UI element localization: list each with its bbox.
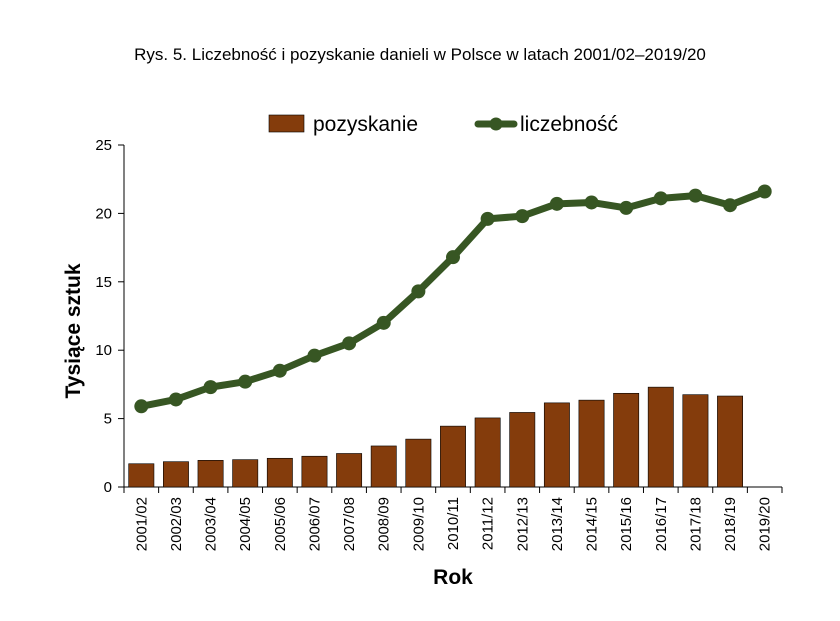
y-tick-label: 0 bbox=[104, 479, 112, 496]
x-tick-label: 2007/08 bbox=[341, 497, 358, 551]
bar bbox=[197, 460, 224, 488]
data-point bbox=[515, 209, 530, 224]
data-point bbox=[653, 191, 668, 206]
x-tick-label: 2017/18 bbox=[687, 497, 704, 551]
x-tick-label: 2001/02 bbox=[133, 497, 150, 551]
x-axis-title: Rok bbox=[433, 566, 473, 589]
x-tick-label: 2019/20 bbox=[757, 497, 774, 551]
data-point bbox=[757, 184, 772, 199]
x-tick-label: 2003/04 bbox=[203, 497, 220, 551]
x-tick-label: 2018/19 bbox=[722, 497, 739, 551]
data-point bbox=[272, 363, 287, 378]
data-point bbox=[584, 195, 599, 210]
data-point bbox=[238, 374, 253, 389]
x-tick-label: 2005/06 bbox=[272, 497, 289, 551]
data-point bbox=[342, 336, 357, 351]
bar bbox=[370, 445, 397, 488]
x-tick-label: 2015/16 bbox=[618, 497, 635, 551]
x-tick-label: 2010/11 bbox=[445, 497, 462, 550]
data-point bbox=[307, 348, 322, 363]
data-point bbox=[411, 284, 426, 299]
bar bbox=[336, 453, 363, 488]
bar bbox=[232, 459, 259, 488]
bar bbox=[301, 455, 328, 488]
bar bbox=[163, 461, 189, 488]
bar bbox=[578, 399, 605, 488]
data-point bbox=[480, 211, 495, 226]
series-line bbox=[137, 188, 769, 410]
y-tick-label: 5 bbox=[104, 411, 112, 428]
data-point bbox=[723, 198, 738, 213]
x-tick-label: 2002/03 bbox=[168, 497, 185, 551]
legend-swatch-bars bbox=[268, 114, 305, 133]
legend-label-line: liczebność bbox=[520, 113, 618, 136]
line-series bbox=[134, 184, 772, 414]
x-tick-label: 2011/12 bbox=[480, 497, 497, 550]
data-point bbox=[203, 380, 218, 395]
bar bbox=[266, 457, 293, 488]
data-point bbox=[446, 250, 460, 265]
bar bbox=[543, 402, 570, 488]
bar bbox=[682, 394, 709, 488]
y-axis-title: Tysiące sztuk bbox=[62, 263, 85, 398]
bar bbox=[440, 425, 466, 488]
bar bbox=[474, 417, 501, 488]
bar bbox=[647, 386, 674, 488]
y-tick-label: 20 bbox=[95, 205, 112, 222]
data-point bbox=[168, 392, 183, 407]
y-tick-label: 25 bbox=[95, 137, 112, 154]
x-tick-label: 2004/05 bbox=[237, 497, 254, 551]
y-tick-label: 10 bbox=[95, 342, 112, 359]
x-tick-label: 2013/14 bbox=[549, 497, 566, 551]
bar bbox=[613, 392, 640, 488]
bar-series bbox=[128, 386, 743, 488]
bar bbox=[717, 395, 743, 488]
legend: pozyskanie liczebność bbox=[268, 113, 618, 136]
data-point bbox=[549, 196, 564, 211]
data-point bbox=[376, 315, 391, 330]
bar bbox=[509, 412, 536, 488]
data-point bbox=[134, 399, 149, 414]
chart-title: Rys. 5. Liczebność i pozyskanie danieli … bbox=[134, 45, 706, 64]
data-point bbox=[688, 188, 703, 203]
y-tick-label: 15 bbox=[95, 274, 112, 291]
legend-swatch-marker bbox=[489, 117, 503, 131]
bar bbox=[405, 438, 432, 488]
bar bbox=[128, 463, 155, 488]
x-tick-label: 2008/09 bbox=[376, 497, 393, 551]
x-tick-label: 2014/15 bbox=[584, 497, 601, 551]
data-point bbox=[619, 200, 634, 215]
x-tick-label: 2009/10 bbox=[410, 497, 427, 551]
x-tick-label: 2016/17 bbox=[653, 497, 670, 551]
x-axis: 2001/02 2002/03 2003/04 2004/05 2005/06 2006/… bbox=[123, 486, 783, 551]
x-tick-label: 2012/13 bbox=[514, 497, 531, 551]
x-tick-label: 2006/07 bbox=[306, 497, 323, 551]
legend-label-bars: pozyskanie bbox=[313, 113, 418, 136]
y-axis: 0 5 10 15 20 25 bbox=[95, 137, 125, 496]
